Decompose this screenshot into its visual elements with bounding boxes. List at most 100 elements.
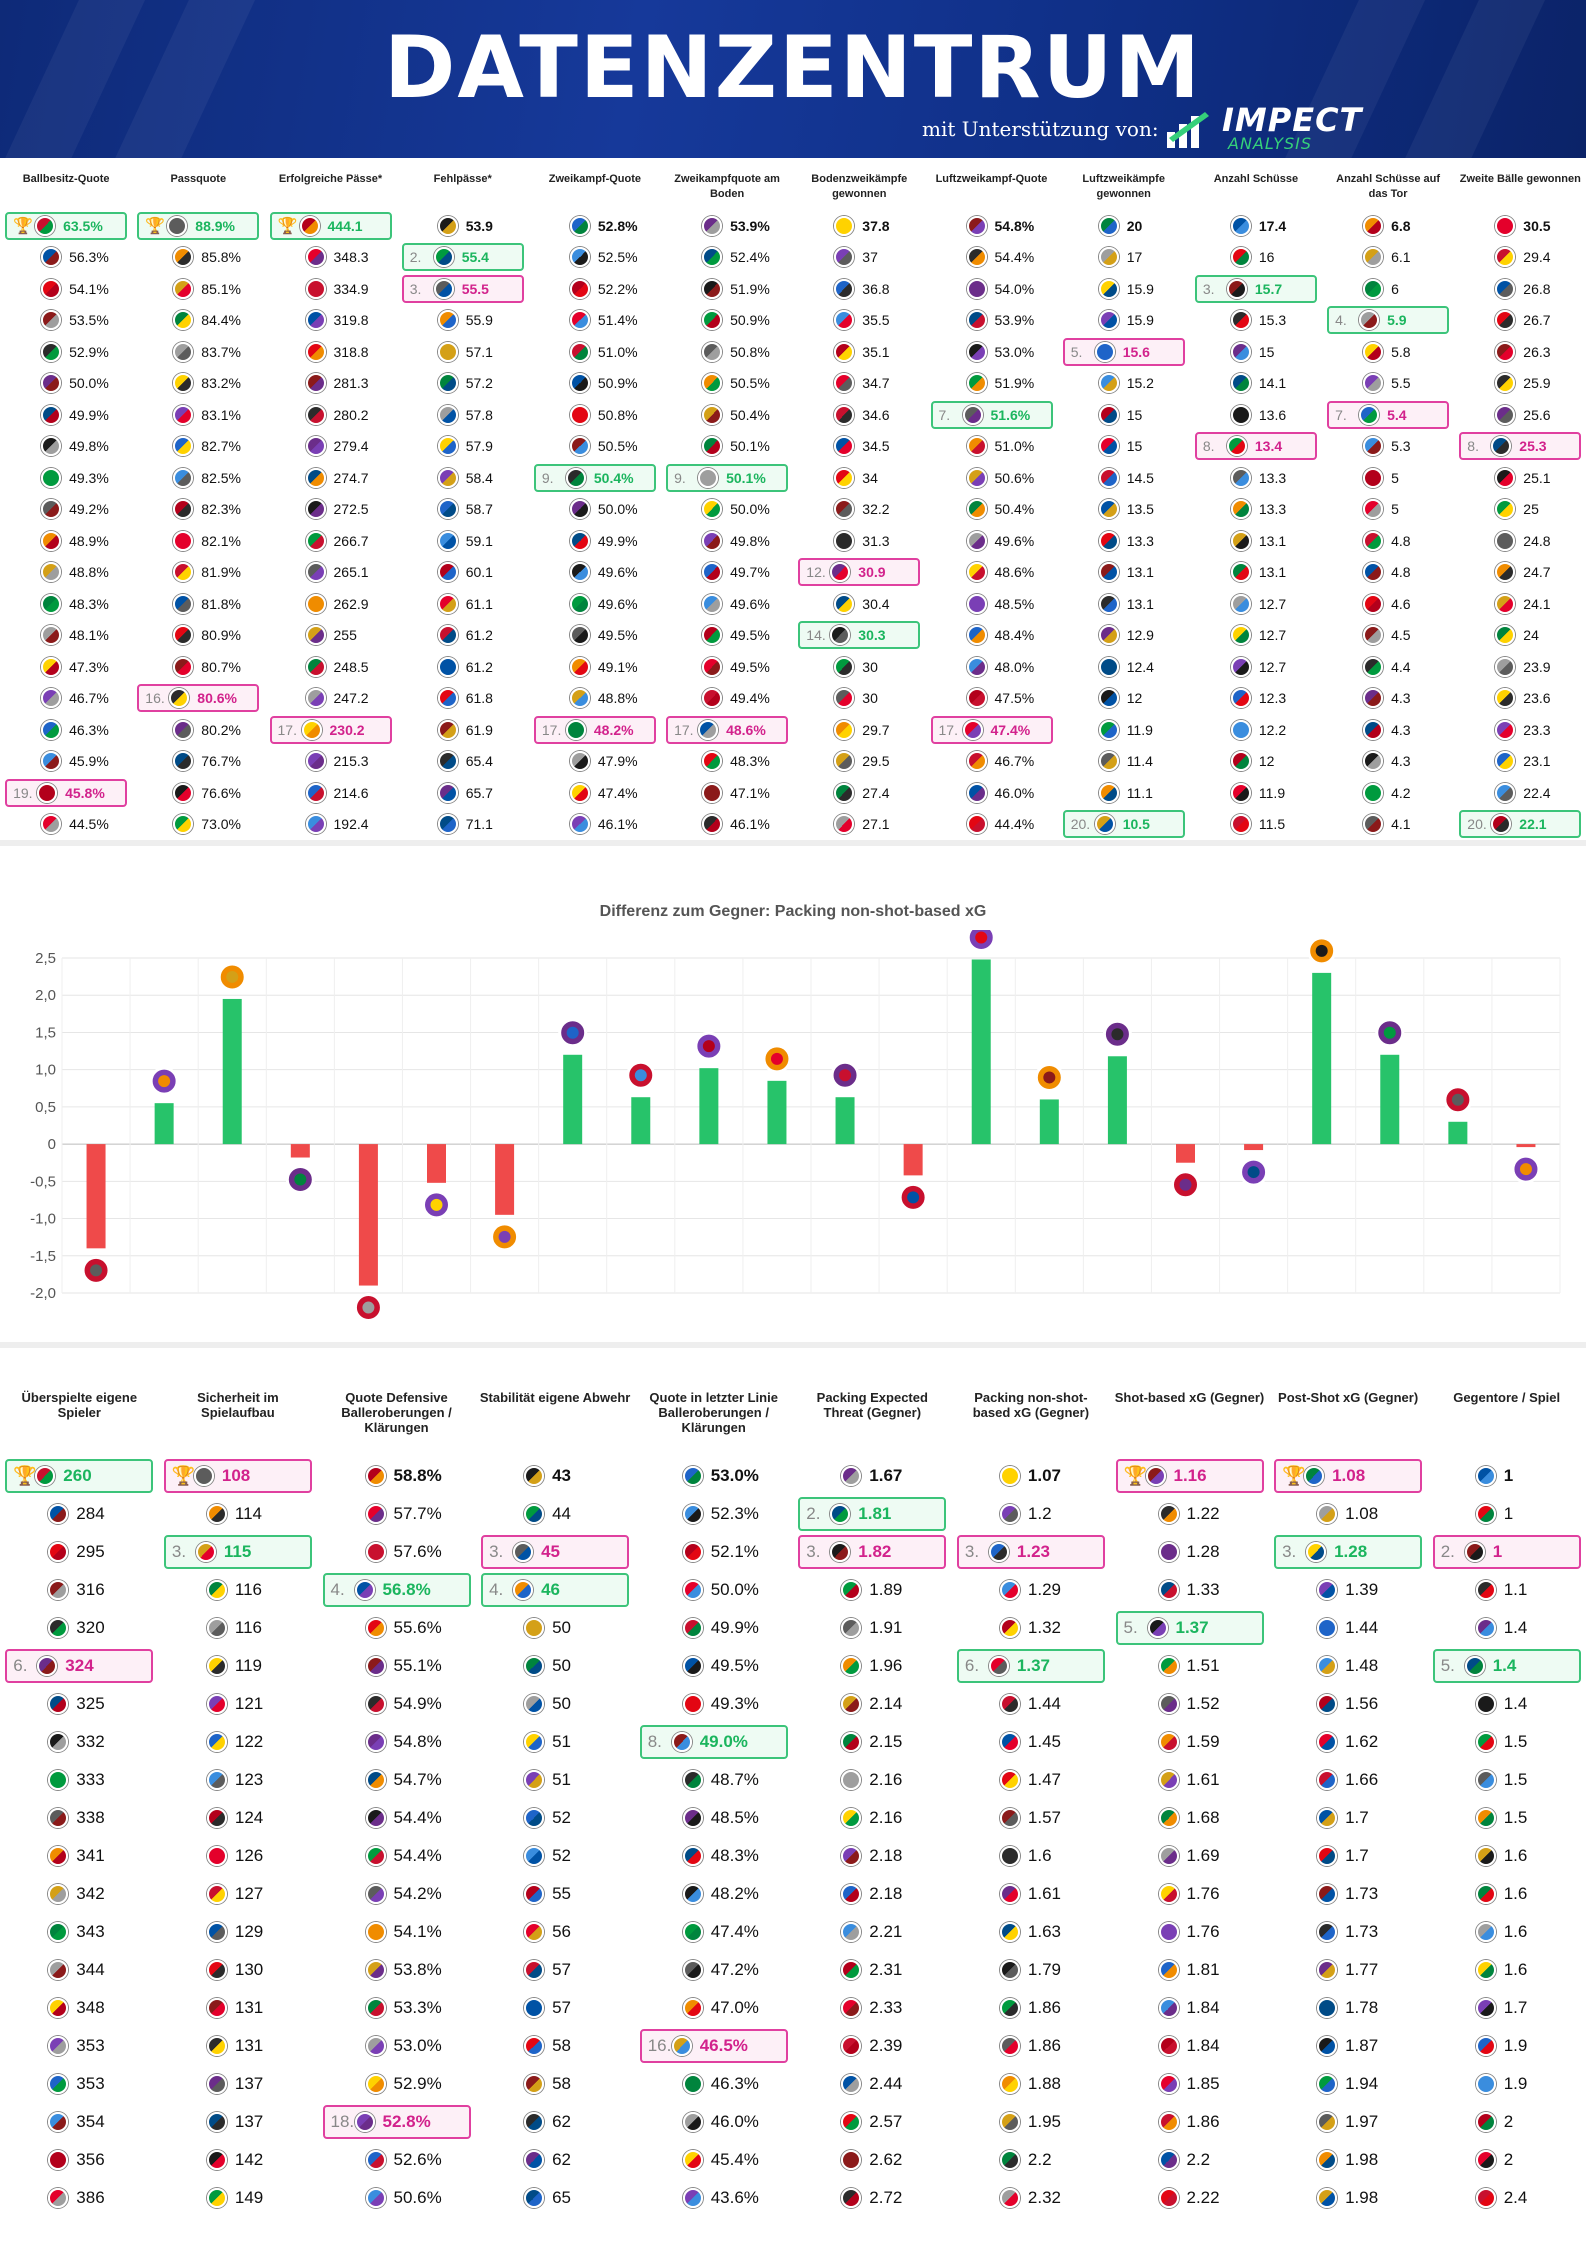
team-crest-icon: [841, 1656, 862, 1676]
team-crest-icon: [999, 2150, 1020, 2170]
rank-label: 3.: [489, 1542, 504, 1561]
team-crest-icon: [1363, 436, 1384, 457]
stat-cell: 49.6%: [931, 527, 1053, 555]
team-crest-icon: [437, 499, 458, 520]
stat-cell: 17. 230.2: [269, 715, 392, 744]
stat-cell: 48.4%: [931, 621, 1053, 649]
stat-value: 12.7: [1258, 595, 1287, 612]
stat-value: 2.18: [869, 1846, 903, 1865]
stat-value: 50.8%: [730, 343, 770, 360]
stat-cell: 281.3: [270, 369, 392, 397]
stat-cell: 13.3: [1195, 495, 1317, 523]
bar: [427, 1144, 446, 1183]
stat-cell: 5. 1.37: [1115, 1611, 1264, 1645]
stat-value: 53.9%: [994, 312, 1035, 329]
stat-value: 272.5: [333, 501, 369, 518]
team-crest-icon: [1094, 341, 1115, 362]
bar: [971, 959, 991, 1145]
stat-value: 49.6%: [597, 564, 638, 581]
stat-value: 338: [76, 1808, 105, 1827]
stat-value: 58.4: [465, 469, 493, 486]
stat-cell: 62: [481, 2143, 629, 2177]
stat-cell: 343: [5, 1915, 153, 1949]
column-header: Zweikampf-Quote: [548, 173, 642, 185]
stat-cell: 53.0%: [640, 1459, 788, 1493]
stat-cell: 48.8%: [5, 558, 127, 586]
team-crest-icon: [1098, 499, 1119, 520]
team-crest-icon: [48, 2188, 69, 2208]
stat-cell: 34.6: [798, 401, 920, 429]
team-crest-icon: [41, 404, 62, 425]
stat-cell: 1.6: [1433, 1915, 1581, 1949]
stat-cell: 26.8: [1459, 275, 1581, 303]
team-crest-icon: [365, 2036, 386, 2056]
team-crest-icon: [365, 1998, 386, 2018]
stat-value: 2.22: [1186, 2188, 1220, 2207]
stat-value: 1.07: [1027, 1466, 1061, 1485]
team-crest-icon: [1098, 530, 1119, 551]
stat-value: 47.4%: [597, 784, 638, 801]
stat-value: 1.98: [1345, 2150, 1379, 2169]
stat-value: 80.2%: [201, 721, 241, 738]
stat-cell: 1.1: [1433, 1573, 1581, 1607]
bar: [699, 1068, 719, 1145]
stat-value: 341: [76, 1846, 105, 1865]
stat-value: 85.8%: [201, 249, 241, 266]
section-divider: [0, 1342, 1586, 1348]
stat-value: 1.6: [1027, 1846, 1052, 1865]
bar: [1244, 1144, 1264, 1151]
stat-cell: 11.5: [1195, 810, 1317, 838]
stat-value: 44: [552, 1504, 572, 1523]
team-crest-icon: [1230, 341, 1251, 362]
stat-cell: 13.1: [1195, 558, 1317, 586]
stat-cell: 23.1: [1459, 747, 1581, 775]
stat-cell: 46.7%: [931, 747, 1053, 775]
team-crest-icon: [1158, 1846, 1179, 1866]
bar: [495, 1144, 515, 1215]
stat-value: 333: [76, 1770, 105, 1789]
team-crest-icon: [48, 1922, 69, 1942]
stat-cell: 2.31: [798, 1953, 946, 1987]
team-crest-icon: [437, 656, 458, 677]
team-crest-icon: [999, 1466, 1020, 1486]
stat-value: 22.1: [1519, 816, 1547, 833]
stat-cell: 2. 1: [1432, 1535, 1581, 1569]
stat-value: 354: [76, 2112, 105, 2131]
stat-value: 50.4%: [994, 501, 1035, 518]
stat-value: 1.91: [869, 1618, 903, 1637]
stat-cell: 129: [164, 1915, 312, 1949]
stat-cell: 16: [1195, 243, 1317, 271]
team-crest-icon: [1495, 278, 1516, 299]
stat-value: 50.1%: [730, 438, 770, 455]
stat-value: 47.2%: [710, 1960, 759, 1979]
team-crest-icon: [524, 1960, 545, 1980]
stat-cell: 2.57: [798, 2105, 946, 2139]
team-crest-icon: [834, 814, 855, 835]
stat-cell: 8. 49.0%: [639, 1725, 788, 1759]
rank-label: 3.: [1282, 1542, 1297, 1561]
stat-value: 122: [234, 1732, 264, 1751]
stat-value: 5.5: [1391, 375, 1411, 392]
stat-cell: 4.3: [1327, 747, 1449, 775]
stat-value: 60.1: [465, 564, 493, 581]
stat-cell: 26.7: [1459, 306, 1581, 334]
stat-value: 1.88: [1027, 2074, 1061, 2093]
stat-value: 334.9: [333, 280, 369, 297]
stat-cell: 49.5%: [666, 621, 788, 649]
xg-difference-chart: 2,5 2,0 1,5 1,0 0,5 0 -0,5 -1,0 -1,5 -2,0: [30, 930, 1561, 1323]
team-crest-icon: [513, 1542, 534, 1562]
stat-cell: 1.5: [1433, 1801, 1581, 1835]
stat-value: 51.0%: [994, 438, 1035, 455]
team-crest-icon: [966, 530, 987, 551]
stat-cell: 49.3%: [5, 464, 127, 492]
team-crest-icon: [173, 373, 194, 394]
stat-cell: 6: [1327, 275, 1449, 303]
team-crest-icon: [682, 1656, 703, 1676]
stat-value: 1.22: [1186, 1504, 1220, 1523]
team-crest-icon: [524, 1884, 545, 1904]
rank-label: 20.: [1467, 816, 1487, 833]
stat-value: 48.2%: [593, 721, 634, 738]
stat-cell: 15.3: [1195, 306, 1317, 334]
stat-cell: 12.2: [1195, 716, 1317, 744]
team-crest-icon: [1230, 247, 1251, 268]
